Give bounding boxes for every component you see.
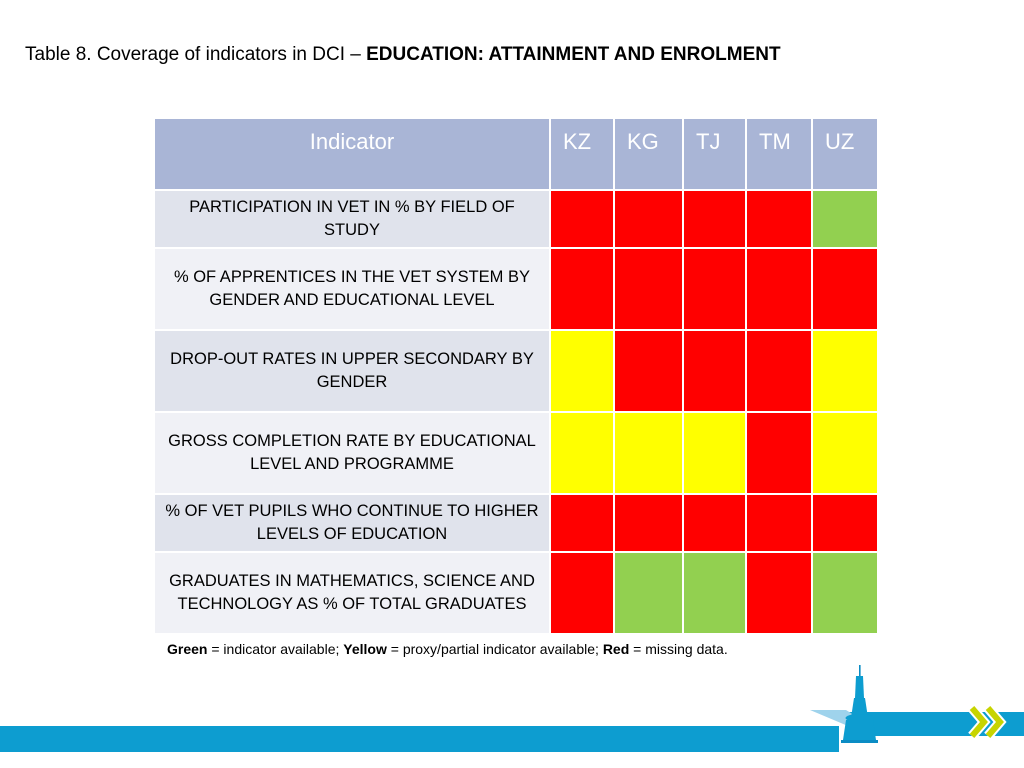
header-country-kg: KG [613, 117, 684, 191]
table-row: % OF VET PUPILS WHO CONTINUE TO HIGHER L… [153, 493, 879, 553]
status-cell [745, 189, 813, 249]
table-row: GROSS COMPLETION RATE BY EDUCATIONAL LEV… [153, 411, 879, 495]
status-cell [613, 411, 684, 495]
status-cell [811, 329, 879, 413]
status-cell [811, 189, 879, 249]
double-chevron-right-icon [968, 704, 1007, 740]
table-row: DROP-OUT RATES IN UPPER SECONDARY BY GEN… [153, 329, 879, 413]
status-cell [613, 551, 684, 635]
table-row: % OF APPRENTICES IN THE VET SYSTEM BY GE… [153, 247, 879, 331]
legend-red-label: Red [602, 641, 630, 657]
status-cell [549, 329, 615, 413]
status-cell [682, 551, 747, 635]
tower-icon [841, 665, 878, 743]
status-cell [682, 493, 747, 553]
status-cell [613, 189, 684, 249]
table-row: PARTICIPATION IN VET IN % BY FIELD OF ST… [153, 189, 879, 249]
status-cell [613, 329, 684, 413]
status-cell [682, 329, 747, 413]
indicator-label: GROSS COMPLETION RATE BY EDUCATIONAL LEV… [153, 411, 551, 495]
footer-bar [0, 726, 839, 752]
status-cell [549, 551, 615, 635]
status-cell [613, 493, 684, 553]
status-cell [745, 551, 813, 635]
status-cell [745, 411, 813, 495]
header-indicator: Indicator [153, 117, 551, 191]
legend-yellow-label: Yellow [343, 641, 387, 657]
status-cell [549, 493, 615, 553]
indicator-label: DROP-OUT RATES IN UPPER SECONDARY BY GEN… [153, 329, 551, 413]
table-header-row: Indicator KZ KG TJ TM UZ [153, 117, 879, 191]
status-cell [613, 247, 684, 331]
indicator-label: PARTICIPATION IN VET IN % BY FIELD OF ST… [153, 189, 551, 249]
status-cell [549, 189, 615, 249]
status-cell [811, 551, 879, 635]
status-cell [811, 493, 879, 553]
legend-yellow-text: = proxy/partial indicator available; [390, 641, 599, 657]
status-cell [745, 247, 813, 331]
indicator-label: % OF APPRENTICES IN THE VET SYSTEM BY GE… [153, 247, 551, 331]
table-row: GRADUATES IN MATHEMATICS, SCIENCE AND TE… [153, 551, 879, 635]
status-cell [745, 493, 813, 553]
header-country-uz: UZ [811, 117, 879, 191]
legend-red-text: = missing data. [633, 641, 728, 657]
status-cell [682, 189, 747, 249]
footer-decoration [810, 665, 1007, 743]
status-cell [549, 247, 615, 331]
indicator-label: % OF VET PUPILS WHO CONTINUE TO HIGHER L… [153, 493, 551, 553]
legend-green-text: = indicator available; [211, 641, 340, 657]
title-emphasis: EDUCATION: ATTAINMENT AND ENROLMENT [366, 44, 781, 65]
indicator-label: GRADUATES IN MATHEMATICS, SCIENCE AND TE… [153, 551, 551, 635]
legend-green-label: Green [167, 641, 208, 657]
header-country-kz: KZ [549, 117, 615, 191]
coverage-table: Indicator KZ KG TJ TM UZ PARTICIPATION I… [153, 117, 879, 635]
header-country-tm: TM [745, 117, 813, 191]
status-cell [682, 247, 747, 331]
status-cell [811, 411, 879, 495]
status-cell [811, 247, 879, 331]
title-prefix: Table 8. Coverage of indicators in DCI – [25, 44, 361, 65]
status-cell [549, 411, 615, 495]
header-country-tj: TJ [682, 117, 747, 191]
status-cell [682, 411, 747, 495]
page-title: Table 8. Coverage of indicators in DCI –… [25, 44, 781, 66]
status-cell [745, 329, 813, 413]
legend: Green = indicator available; Yellow = pr… [167, 641, 728, 657]
